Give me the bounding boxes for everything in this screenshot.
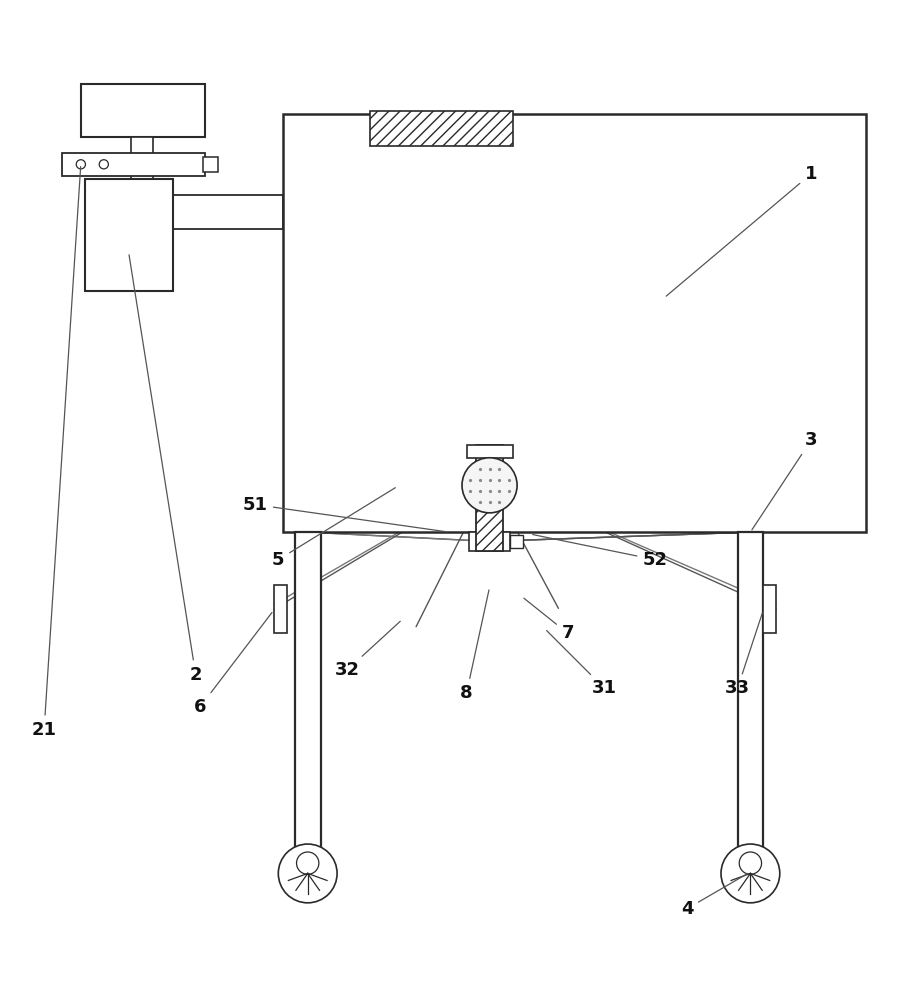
- Text: 52: 52: [532, 535, 667, 569]
- Circle shape: [297, 852, 319, 874]
- Text: 1: 1: [666, 165, 817, 296]
- Bar: [469, 532, 510, 551]
- Bar: [203, 157, 218, 172]
- Bar: [131, 137, 153, 224]
- Circle shape: [278, 844, 337, 903]
- Text: 5: 5: [272, 488, 395, 569]
- Bar: [467, 445, 513, 458]
- Bar: [476, 445, 504, 551]
- Text: 7: 7: [524, 598, 574, 642]
- Bar: [63, 153, 205, 176]
- Bar: [295, 532, 321, 872]
- Circle shape: [462, 458, 517, 513]
- Circle shape: [77, 160, 85, 169]
- Bar: [763, 585, 776, 633]
- Text: 6: 6: [194, 612, 272, 716]
- Circle shape: [721, 844, 780, 903]
- Text: 3: 3: [752, 431, 817, 530]
- Circle shape: [739, 852, 761, 874]
- Bar: [737, 532, 763, 872]
- Bar: [371, 111, 513, 146]
- Text: 51: 51: [243, 496, 446, 532]
- Text: 2: 2: [129, 255, 202, 684]
- Circle shape: [99, 160, 108, 169]
- Text: 8: 8: [460, 590, 489, 702]
- Bar: [274, 585, 286, 633]
- Text: 31: 31: [547, 631, 617, 697]
- Text: 21: 21: [31, 167, 80, 739]
- Bar: [80, 84, 205, 137]
- Text: 33: 33: [725, 613, 762, 697]
- Bar: [85, 179, 173, 291]
- Bar: [510, 535, 523, 548]
- Text: 32: 32: [334, 621, 400, 679]
- Text: 4: 4: [681, 873, 748, 918]
- Bar: [283, 114, 866, 532]
